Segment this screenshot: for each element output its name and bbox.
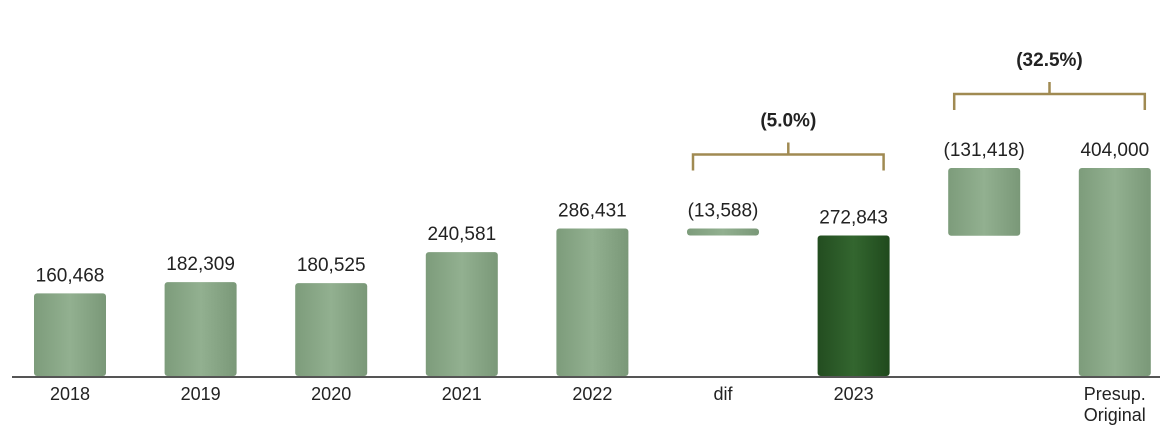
- data-label: 286,431: [558, 201, 627, 222]
- bar-dif: [687, 228, 759, 236]
- annotations-layer: (5.0%) (32.5%): [691, 50, 1147, 171]
- x-tick-label: dif: [713, 384, 733, 404]
- data-label: 240,581: [427, 224, 496, 245]
- tick-labels-layer: 2018 2019 2020 2021 2022 dif 2023 Presup.Origin…: [50, 384, 1146, 425]
- x-tick-label: 2019: [181, 384, 221, 404]
- percent-change-label: (5.0%): [760, 111, 816, 132]
- bar-2019: [164, 282, 237, 376]
- data-label: 180,525: [297, 255, 366, 276]
- data-label: (131,418): [944, 140, 1025, 161]
- x-tick-label: Original: [1084, 405, 1146, 425]
- labels-layer: 160,468 182,309 180,525 240,581 286,431 (13,5…: [36, 140, 1149, 286]
- data-label: 272,843: [819, 208, 888, 229]
- bar-2022: [556, 228, 629, 376]
- data-label: 182,309: [166, 254, 235, 275]
- data-label: 160,468: [36, 265, 105, 286]
- bar-presup-original: [1078, 168, 1151, 376]
- percent-change-label: (32.5%): [1016, 50, 1083, 71]
- bar-2018: [34, 293, 106, 376]
- x-tick-label: 2023: [834, 384, 874, 404]
- x-tick-label: 2018: [50, 384, 90, 404]
- bracket: [952, 82, 1147, 110]
- bars-layer: [34, 168, 1151, 376]
- bar-2020: [295, 283, 368, 376]
- x-tick-label: 2020: [311, 384, 351, 404]
- bar-2023: [817, 235, 890, 376]
- bar-2021: [425, 252, 498, 376]
- x-tick-label: 2022: [572, 384, 612, 404]
- data-label: 404,000: [1080, 140, 1149, 161]
- bracket: [691, 142, 885, 171]
- x-tick-label: Presup.: [1084, 384, 1146, 404]
- data-label: (13,588): [688, 201, 759, 222]
- bar-budget-diff: [948, 168, 1021, 236]
- x-tick-label: 2021: [442, 384, 482, 404]
